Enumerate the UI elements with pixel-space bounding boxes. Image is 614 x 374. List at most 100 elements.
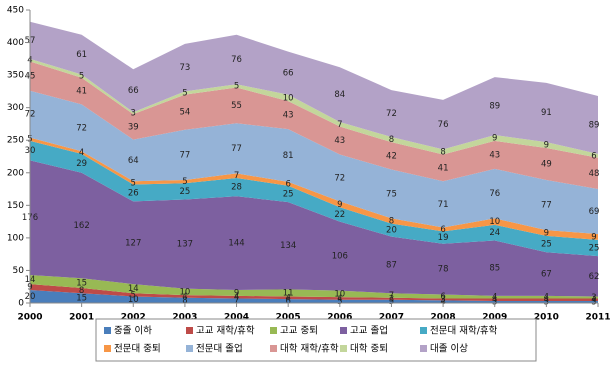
area bbox=[30, 284, 598, 302]
data-label: 6 bbox=[440, 225, 445, 235]
area bbox=[30, 160, 598, 297]
data-label: 4 bbox=[182, 292, 187, 302]
data-label: 3 bbox=[591, 293, 596, 303]
legend-swatch bbox=[270, 327, 277, 334]
y-tick-label: 0 bbox=[18, 299, 24, 309]
data-label: 10 bbox=[128, 295, 139, 305]
legend-label: 고교 졸업 bbox=[350, 325, 388, 337]
data-label: 61 bbox=[76, 50, 87, 60]
x-tick-label: 2001 bbox=[69, 313, 94, 323]
data-label: 43 bbox=[489, 150, 500, 160]
data-label: 76 bbox=[489, 189, 500, 199]
legend-swatch bbox=[186, 327, 193, 334]
data-label: 15 bbox=[76, 294, 87, 304]
data-label: 4 bbox=[285, 293, 290, 303]
legend-swatch bbox=[270, 345, 277, 352]
legend-label: 고교 중퇴 bbox=[280, 326, 318, 337]
data-label: 54 bbox=[179, 108, 190, 118]
data-label: 72 bbox=[334, 173, 345, 183]
data-label: 41 bbox=[76, 87, 87, 97]
data-label: 77 bbox=[179, 150, 190, 160]
legend-swatch bbox=[340, 345, 347, 352]
legend-label: 전문대 재학/휴학 bbox=[430, 326, 498, 337]
data-label: 5 bbox=[131, 178, 136, 188]
data-label: 25 bbox=[283, 189, 294, 199]
x-tick-label: 2004 bbox=[224, 313, 249, 323]
data-label: 6 bbox=[440, 292, 445, 302]
data-label: 7 bbox=[337, 120, 342, 130]
data-label: 10 bbox=[334, 289, 345, 299]
data-label: 11 bbox=[283, 288, 294, 298]
data-label: 84 bbox=[334, 90, 345, 100]
data-label: 5 bbox=[337, 297, 342, 307]
data-label: 42 bbox=[386, 151, 397, 161]
data-label: 9 bbox=[544, 141, 549, 151]
area bbox=[30, 289, 598, 303]
data-label: 28 bbox=[231, 183, 242, 193]
data-label: 5 bbox=[79, 72, 84, 82]
data-label: 29 bbox=[76, 159, 87, 169]
data-label: 64 bbox=[128, 156, 139, 166]
data-label: 81 bbox=[283, 151, 294, 161]
y-tick-label: 450 bbox=[7, 6, 24, 16]
legend-label: 대졸 이상 bbox=[430, 344, 468, 355]
legend-swatch bbox=[420, 327, 427, 334]
legend-swatch bbox=[104, 345, 111, 352]
data-label: 55 bbox=[231, 101, 242, 111]
data-label: 25 bbox=[589, 243, 600, 253]
data-label: 5 bbox=[389, 297, 394, 307]
data-label: 3 bbox=[389, 294, 394, 304]
y-tick-label: 50 bbox=[13, 266, 25, 276]
x-tick-label: 2011 bbox=[585, 313, 610, 323]
data-label: 49 bbox=[541, 159, 552, 169]
data-label: 9 bbox=[337, 200, 342, 210]
data-label: 4 bbox=[440, 297, 445, 307]
data-label: 144 bbox=[228, 239, 244, 249]
legend-swatch bbox=[186, 345, 193, 352]
x-tick-label: 2010 bbox=[534, 313, 559, 323]
data-label: 39 bbox=[128, 122, 139, 132]
data-label: 9 bbox=[492, 133, 497, 143]
data-label: 127 bbox=[125, 238, 141, 248]
data-label: 4 bbox=[492, 295, 497, 305]
data-label: 87 bbox=[386, 260, 397, 270]
data-label: 8 bbox=[79, 286, 84, 296]
data-label: 5 bbox=[131, 290, 136, 300]
data-label: 137 bbox=[177, 240, 193, 250]
data-label: 15 bbox=[76, 279, 87, 289]
data-label: 8 bbox=[182, 296, 187, 306]
data-label: 76 bbox=[438, 120, 449, 130]
data-label: 6 bbox=[285, 179, 290, 189]
data-label: 3 bbox=[440, 295, 445, 305]
data-label: 43 bbox=[283, 111, 294, 121]
data-label: 4 bbox=[79, 148, 84, 158]
data-label: 41 bbox=[438, 163, 449, 173]
data-label: 4 bbox=[591, 295, 596, 305]
data-label: 72 bbox=[76, 123, 87, 133]
x-tick-label: 2000 bbox=[17, 313, 42, 323]
data-label: 71 bbox=[438, 200, 449, 210]
area bbox=[30, 61, 598, 190]
data-label: 10 bbox=[489, 217, 500, 227]
data-label: 5 bbox=[234, 81, 239, 91]
data-label: 9 bbox=[591, 232, 596, 242]
data-label: 77 bbox=[541, 201, 552, 211]
data-label: 73 bbox=[179, 63, 190, 73]
data-label: 77 bbox=[231, 144, 242, 154]
x-tick-label: 2003 bbox=[172, 313, 197, 323]
y-tick-label: 200 bbox=[7, 168, 24, 178]
y-tick-label: 100 bbox=[7, 233, 24, 243]
x-tick-label: 2008 bbox=[431, 313, 456, 323]
y-tick-label: 150 bbox=[7, 201, 24, 211]
legend-box bbox=[95, 318, 537, 362]
data-label: 19 bbox=[438, 233, 449, 243]
data-label: 66 bbox=[283, 69, 294, 79]
data-label: 67 bbox=[541, 270, 552, 280]
data-label: 66 bbox=[128, 86, 139, 96]
y-tick-label: 250 bbox=[7, 136, 24, 146]
legend-swatch bbox=[340, 327, 347, 334]
data-label: 5 bbox=[182, 89, 187, 99]
legend-label: 전문대 중퇴 bbox=[114, 344, 161, 355]
data-label: 9 bbox=[234, 288, 239, 298]
